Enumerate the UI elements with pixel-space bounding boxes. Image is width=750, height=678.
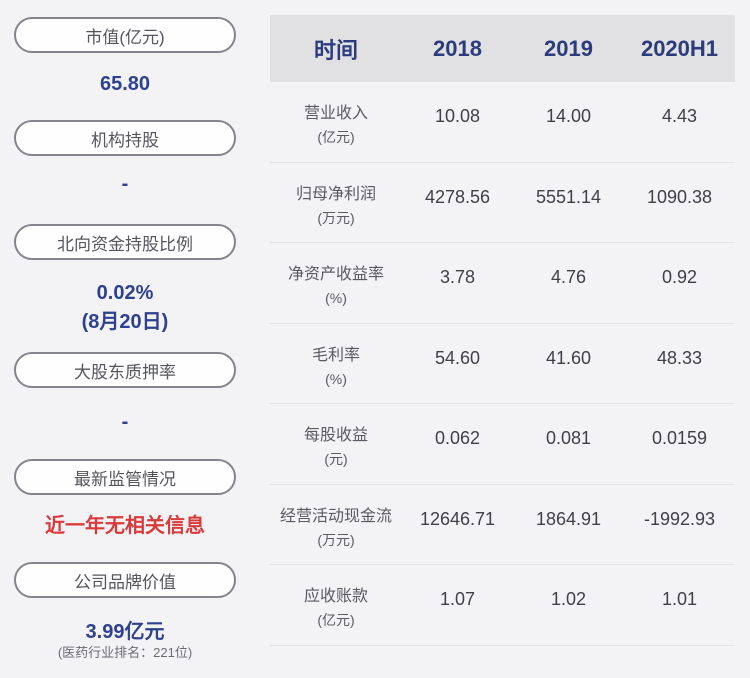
row-unit: (%) <box>325 370 347 387</box>
institutional-holding-button[interactable]: 机构持股 <box>14 120 236 156</box>
cell-2020h1: -1992.93 <box>643 508 716 529</box>
row-name: 应收账款 <box>303 588 368 605</box>
brand-value-button[interactable]: 公司品牌价值 <box>14 562 236 598</box>
table-row-accounts-receivable: 应收账款 (亿元) 1.07 1.02 1.01 <box>270 565 735 646</box>
row-unit: (元) <box>324 451 348 467</box>
row-label: 经营活动现金流 (万元) <box>270 485 402 565</box>
header-2019: 2019 <box>544 35 593 61</box>
major-shareholder-pledge-button[interactable]: 大股东质押率 <box>14 352 236 388</box>
institutional-holding-value: - <box>121 173 129 195</box>
row-name: 毛利率 <box>311 346 360 364</box>
row-label: 归母净利润 (万元) <box>270 163 402 243</box>
row-label: 每股收益 (元) <box>270 404 402 484</box>
market-cap-value: 65.80 <box>99 73 151 95</box>
row-unit: (%) <box>325 290 347 306</box>
row-name: 经营活动现金流 <box>279 507 392 525</box>
brand-value-rank-note: (医药行业排名：221位) <box>57 645 193 660</box>
cell-2019: 14.00 <box>545 106 592 126</box>
cell-2018: 3.78 <box>439 267 476 287</box>
cell-2019: 1864.91 <box>535 508 602 529</box>
financials-table: 时间 2018 2019 2020H1 营业收入 (亿元) 10.08 14.0… <box>270 15 735 646</box>
table-header-row: 时间 2018 2019 2020H1 <box>270 15 735 82</box>
row-unit: (亿元) <box>317 612 355 628</box>
row-label: 营业收入 (亿元) <box>270 82 402 162</box>
northbound-holding-date: (8月20日) <box>81 311 169 333</box>
brand-value-label: 公司品牌价值 <box>74 572 176 592</box>
row-unit: (亿元) <box>317 129 355 145</box>
cell-2018: 10.08 <box>434 106 481 126</box>
brand-value-amount: 3.99亿元 <box>85 621 165 643</box>
table-row-operating-cashflow: 经营活动现金流 (万元) 12646.71 1864.91 -1992.93 <box>270 485 735 565</box>
market-cap-button[interactable]: 市值(亿元) <box>14 17 236 53</box>
row-label: 毛利率 (%) <box>270 324 402 404</box>
cell-2018: 54.60 <box>434 347 481 368</box>
cell-2020h1: 1090.38 <box>646 186 713 207</box>
cell-2018: 4278.56 <box>424 186 491 207</box>
table-row-roe: 净资产收益率 (%) 3.78 4.76 0.92 <box>270 243 735 324</box>
row-name: 营业收入 <box>303 105 368 122</box>
row-label: 应收账款 (亿元) <box>270 565 402 645</box>
northbound-holding-button[interactable]: 北向资金持股比例 <box>14 224 236 260</box>
header-2020h1: 2020H1 <box>640 35 719 61</box>
row-name: 归母净利润 <box>295 185 376 203</box>
cell-2018: 1.07 <box>439 589 476 609</box>
cell-2019: 41.60 <box>545 347 592 368</box>
table-row-eps: 每股收益 (元) 0.062 0.081 0.0159 <box>270 404 735 485</box>
cell-2018: 12646.71 <box>419 508 496 529</box>
cell-2019: 4.76 <box>550 267 587 287</box>
sidebar: 市值(亿元) 65.80 机构持股 - 北向资金持股比例 0.02% (8月20… <box>0 0 260 678</box>
northbound-holding-value: 0.02% (8月20日) <box>0 279 250 337</box>
cell-2020h1: 0.0159 <box>651 428 708 448</box>
market-cap-label: 市值(亿元) <box>85 27 165 47</box>
latest-regulation-value: 近一年无相关信息 <box>45 515 205 537</box>
institutional-holding-label: 机构持股 <box>91 130 159 150</box>
row-name: 每股收益 <box>303 427 368 444</box>
header-2018: 2018 <box>433 35 482 61</box>
row-label: 净资产收益率 (%) <box>270 243 402 323</box>
latest-regulation-label: 最新监管情况 <box>74 469 176 489</box>
major-shareholder-pledge-label: 大股东质押率 <box>74 362 176 382</box>
northbound-holding-percent: 0.02% <box>96 282 154 304</box>
table-row-net-profit: 归母净利润 (万元) 4278.56 5551.14 1090.38 <box>270 163 735 243</box>
latest-regulation-button[interactable]: 最新监管情况 <box>14 459 236 495</box>
cell-2019: 1.02 <box>550 589 587 609</box>
cell-2019: 5551.14 <box>535 186 602 207</box>
major-shareholder-pledge-value: - <box>121 411 129 433</box>
northbound-holding-label: 北向资金持股比例 <box>57 234 193 254</box>
table-row-revenue: 营业收入 (亿元) 10.08 14.00 4.43 <box>270 82 735 163</box>
cell-2020h1: 48.33 <box>656 347 703 368</box>
cell-2019: 0.081 <box>545 428 592 448</box>
cell-2018: 0.062 <box>434 428 481 448</box>
header-time: 时间 <box>313 37 358 63</box>
cell-2020h1: 4.43 <box>661 106 698 126</box>
cell-2020h1: 0.92 <box>661 267 698 287</box>
table-row-gross-margin: 毛利率 (%) 54.60 41.60 48.33 <box>270 324 735 404</box>
row-unit: (万元) <box>317 209 355 226</box>
cell-2020h1: 1.01 <box>661 589 698 609</box>
row-unit: (万元) <box>317 531 355 548</box>
row-name: 净资产收益率 <box>287 266 384 283</box>
